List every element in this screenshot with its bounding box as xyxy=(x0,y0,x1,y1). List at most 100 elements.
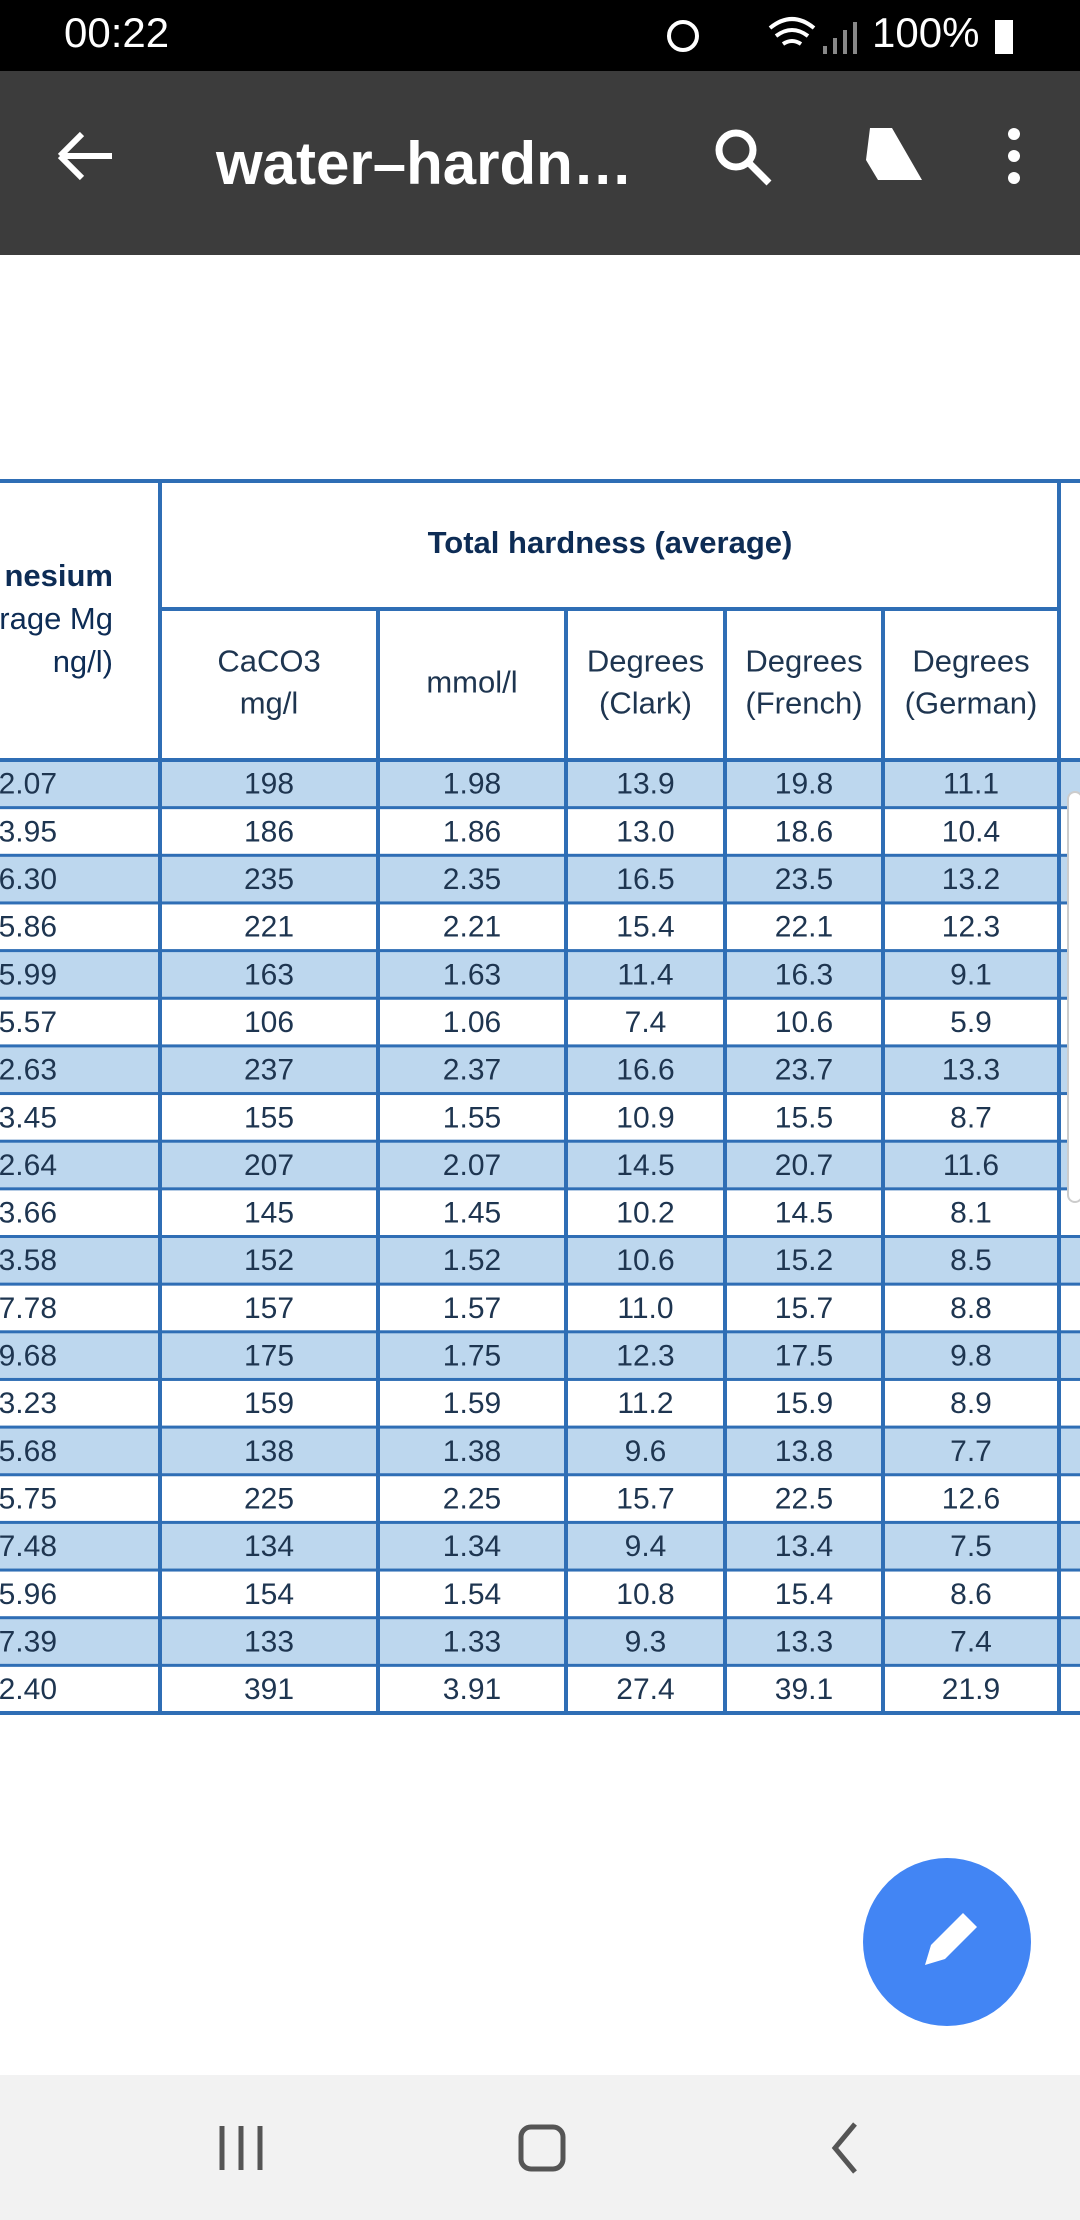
row-bg xyxy=(0,950,1080,999)
column-header: Degrees xyxy=(912,644,1029,679)
cell: 8.9 xyxy=(950,1387,992,1420)
cell: 157 xyxy=(244,1292,294,1325)
cell: 207 xyxy=(244,1149,294,1182)
cell: 19.8 xyxy=(775,768,833,801)
cell: 15.7 xyxy=(616,1482,674,1515)
drive-button[interactable] xyxy=(858,128,922,182)
cell: 8.5 xyxy=(950,1244,992,1277)
cell: 15.9 xyxy=(775,1387,833,1420)
cell: 11.4 xyxy=(617,958,673,991)
cell: 5.68 xyxy=(0,1435,57,1468)
cell: 138 xyxy=(244,1435,294,1468)
row-bg xyxy=(0,1284,1080,1332)
row-bg xyxy=(0,902,1080,951)
cell: 8.8 xyxy=(950,1292,992,1325)
cell: 2.21 xyxy=(443,911,501,944)
app-title: water–hardn… xyxy=(215,130,633,197)
cell: 8.6 xyxy=(950,1578,992,1611)
more-button[interactable] xyxy=(1008,128,1020,184)
cell: 3.23 xyxy=(0,1387,57,1420)
cell: 17.5 xyxy=(775,1340,833,1373)
group-header: Total hardness (average) xyxy=(428,525,793,560)
column-header: (Clark) xyxy=(599,686,692,721)
cell: 6.30 xyxy=(0,863,57,896)
cell: 2.25 xyxy=(443,1482,501,1515)
cell: 1.63 xyxy=(443,958,501,991)
cell: 235 xyxy=(244,863,294,896)
row-bg xyxy=(0,1045,1080,1094)
cell: 16.6 xyxy=(616,1054,674,1087)
cell: 3.45 xyxy=(0,1101,57,1134)
cell: 13.9 xyxy=(616,768,674,801)
clock: 00:22 xyxy=(64,9,169,56)
cell: 2.07 xyxy=(0,768,57,801)
cell: 9.8 xyxy=(950,1340,992,1373)
left-header: rage Mg xyxy=(0,601,113,636)
cell: 106 xyxy=(244,1006,294,1039)
column-header: (German) xyxy=(905,686,1038,721)
cell: 9.4 xyxy=(625,1530,667,1563)
edit-icon xyxy=(925,1913,977,1965)
battery: 100% xyxy=(872,9,979,56)
cell: 186 xyxy=(244,815,294,848)
row-bg xyxy=(0,1427,1080,1475)
cell: 1.75 xyxy=(443,1340,501,1373)
cell: 154 xyxy=(244,1578,294,1611)
cell: 163 xyxy=(244,958,294,991)
cell: 9.68 xyxy=(0,1340,57,1373)
cell: 13.4 xyxy=(775,1530,833,1563)
cell: 5.96 xyxy=(0,1578,57,1611)
cell: 10.6 xyxy=(616,1244,674,1277)
cell: 13.3 xyxy=(942,1054,1000,1087)
cell: 2.40 xyxy=(0,1673,57,1706)
cell: 11.1 xyxy=(943,768,999,801)
column-header: mg/l xyxy=(240,686,299,721)
cell: 175 xyxy=(244,1340,294,1373)
cell: 5.99 xyxy=(0,958,57,991)
cell: 5.86 xyxy=(0,911,57,944)
cell: 1.33 xyxy=(443,1625,501,1658)
border xyxy=(0,1187,1080,1191)
search-button[interactable] xyxy=(715,129,772,186)
cell: 3.58 xyxy=(0,1244,57,1277)
cell: 7.4 xyxy=(625,1006,667,1039)
cell: 23.7 xyxy=(775,1054,833,1087)
cell: 9.3 xyxy=(625,1625,667,1658)
cell: 16.3 xyxy=(775,958,833,991)
cell: 3.95 xyxy=(0,815,57,848)
cell: 11.0 xyxy=(617,1292,673,1325)
cell: 12.3 xyxy=(616,1340,674,1373)
border xyxy=(0,1330,1080,1334)
cell: 22.1 xyxy=(775,911,833,944)
row-bg xyxy=(0,1093,1080,1142)
row-bg xyxy=(0,1665,1080,1713)
cell: 1.45 xyxy=(443,1197,501,1230)
cell: 198 xyxy=(244,768,294,801)
cell: 7.4 xyxy=(950,1625,992,1658)
back-button[interactable] xyxy=(57,131,112,181)
row-bg xyxy=(0,1617,1080,1666)
cell: 1.98 xyxy=(443,768,501,801)
cell: 14.5 xyxy=(775,1197,833,1230)
cell: 10.9 xyxy=(616,1101,674,1134)
status-icons xyxy=(667,17,1013,54)
cell: 27.4 xyxy=(616,1673,674,1706)
row-bg xyxy=(0,1188,1080,1237)
cell: 221 xyxy=(244,911,294,944)
cell: 13.8 xyxy=(775,1435,833,1468)
row-bg xyxy=(0,1236,1080,1285)
border xyxy=(158,481,162,1713)
cell: 3.91 xyxy=(443,1673,501,1706)
cell: 15.7 xyxy=(775,1292,833,1325)
cell: 1.54 xyxy=(443,1578,501,1611)
row-bg xyxy=(0,807,1080,856)
cell: 225 xyxy=(244,1482,294,1515)
column-header: mmol/l xyxy=(426,665,517,700)
cell: 1.38 xyxy=(443,1435,501,1468)
cell: 7.5 xyxy=(950,1530,992,1563)
row-bg xyxy=(0,1331,1080,1380)
cell: 12.6 xyxy=(942,1482,1000,1515)
cell: 5.57 xyxy=(0,1006,57,1039)
cell: 7.39 xyxy=(0,1625,57,1658)
